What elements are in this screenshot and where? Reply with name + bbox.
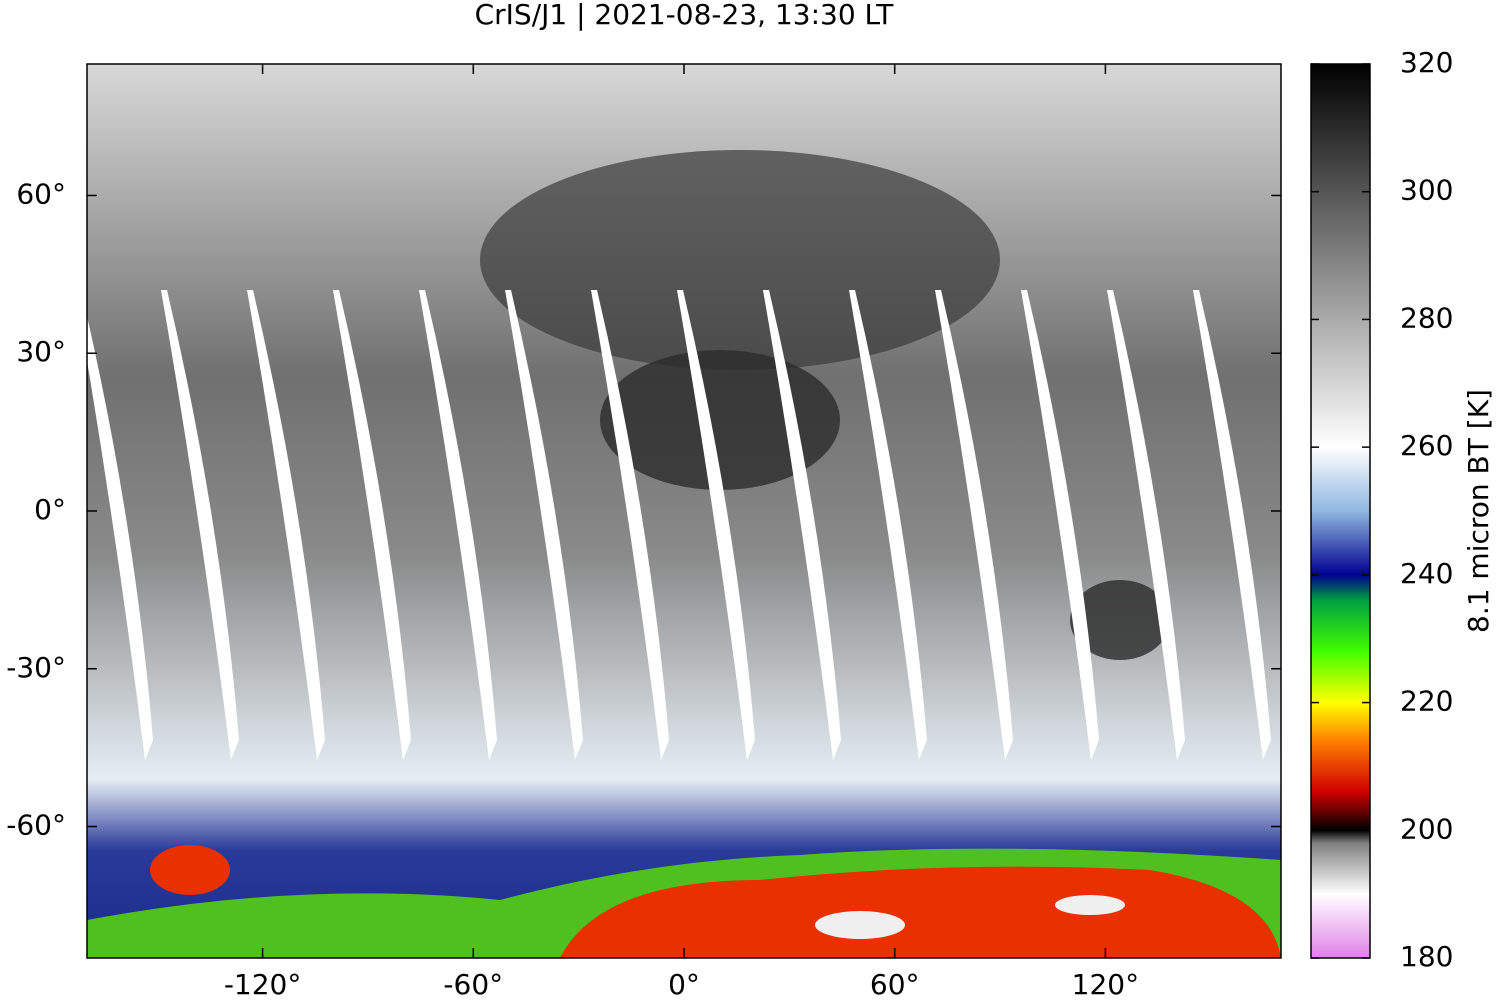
data-gaps bbox=[87, 290, 1271, 760]
cold-cloud bbox=[150, 845, 230, 895]
warm-region bbox=[480, 150, 1000, 370]
colorbar-tick-label: 180 bbox=[1400, 940, 1453, 973]
colorbar-tick-label: 320 bbox=[1400, 46, 1453, 79]
antarctica-cold bbox=[560, 866, 1281, 958]
orbit-gap bbox=[1021, 290, 1099, 760]
x-tick-label: 60° bbox=[870, 968, 920, 1001]
colorbar-tick-label: 300 bbox=[1400, 174, 1453, 207]
orbit-gap bbox=[935, 290, 1013, 760]
colorbar-tick-label: 280 bbox=[1400, 301, 1453, 334]
y-tick-label: 60° bbox=[16, 177, 66, 210]
y-tick-label: -30° bbox=[6, 651, 66, 684]
orbit-gap bbox=[1107, 290, 1185, 760]
map-image bbox=[87, 64, 1281, 958]
orbit-gap bbox=[677, 290, 755, 760]
y-tick-label: 30° bbox=[16, 335, 66, 368]
orbit-gap bbox=[1193, 290, 1271, 760]
x-tick-label: -60° bbox=[443, 968, 503, 1001]
colorbar bbox=[1310, 63, 1371, 959]
orbit-gap bbox=[505, 290, 583, 760]
warm-region bbox=[1070, 580, 1170, 660]
colorbar-tick-label: 240 bbox=[1400, 557, 1453, 590]
orbit-gap bbox=[849, 290, 927, 760]
antarctica-coldest bbox=[815, 911, 905, 939]
x-tick-label: -120° bbox=[224, 968, 302, 1001]
antarctica-coldest bbox=[1055, 895, 1125, 915]
colorbar-tick-label: 220 bbox=[1400, 685, 1453, 718]
orbit-gap bbox=[763, 290, 841, 760]
orbit-gap bbox=[247, 290, 325, 760]
orbit-gap bbox=[161, 290, 239, 760]
orbit-gap bbox=[333, 290, 411, 760]
chart-title: CrIS/J1 | 2021-08-23, 13:30 LT bbox=[475, 0, 895, 31]
x-tick-label: 120° bbox=[1072, 968, 1139, 1001]
orbit-gap bbox=[87, 316, 153, 760]
colorbar-tick-label: 260 bbox=[1400, 429, 1453, 462]
y-tick-label: -60° bbox=[6, 809, 66, 842]
colorbar-label: 8.1 micron BT [K] bbox=[1462, 389, 1495, 633]
orbit-gap bbox=[591, 290, 669, 760]
y-tick-label: 0° bbox=[34, 493, 66, 526]
orbit-gap bbox=[419, 290, 497, 760]
colorbar-tick-label: 200 bbox=[1400, 812, 1453, 845]
x-tick-label: 0° bbox=[668, 968, 700, 1001]
